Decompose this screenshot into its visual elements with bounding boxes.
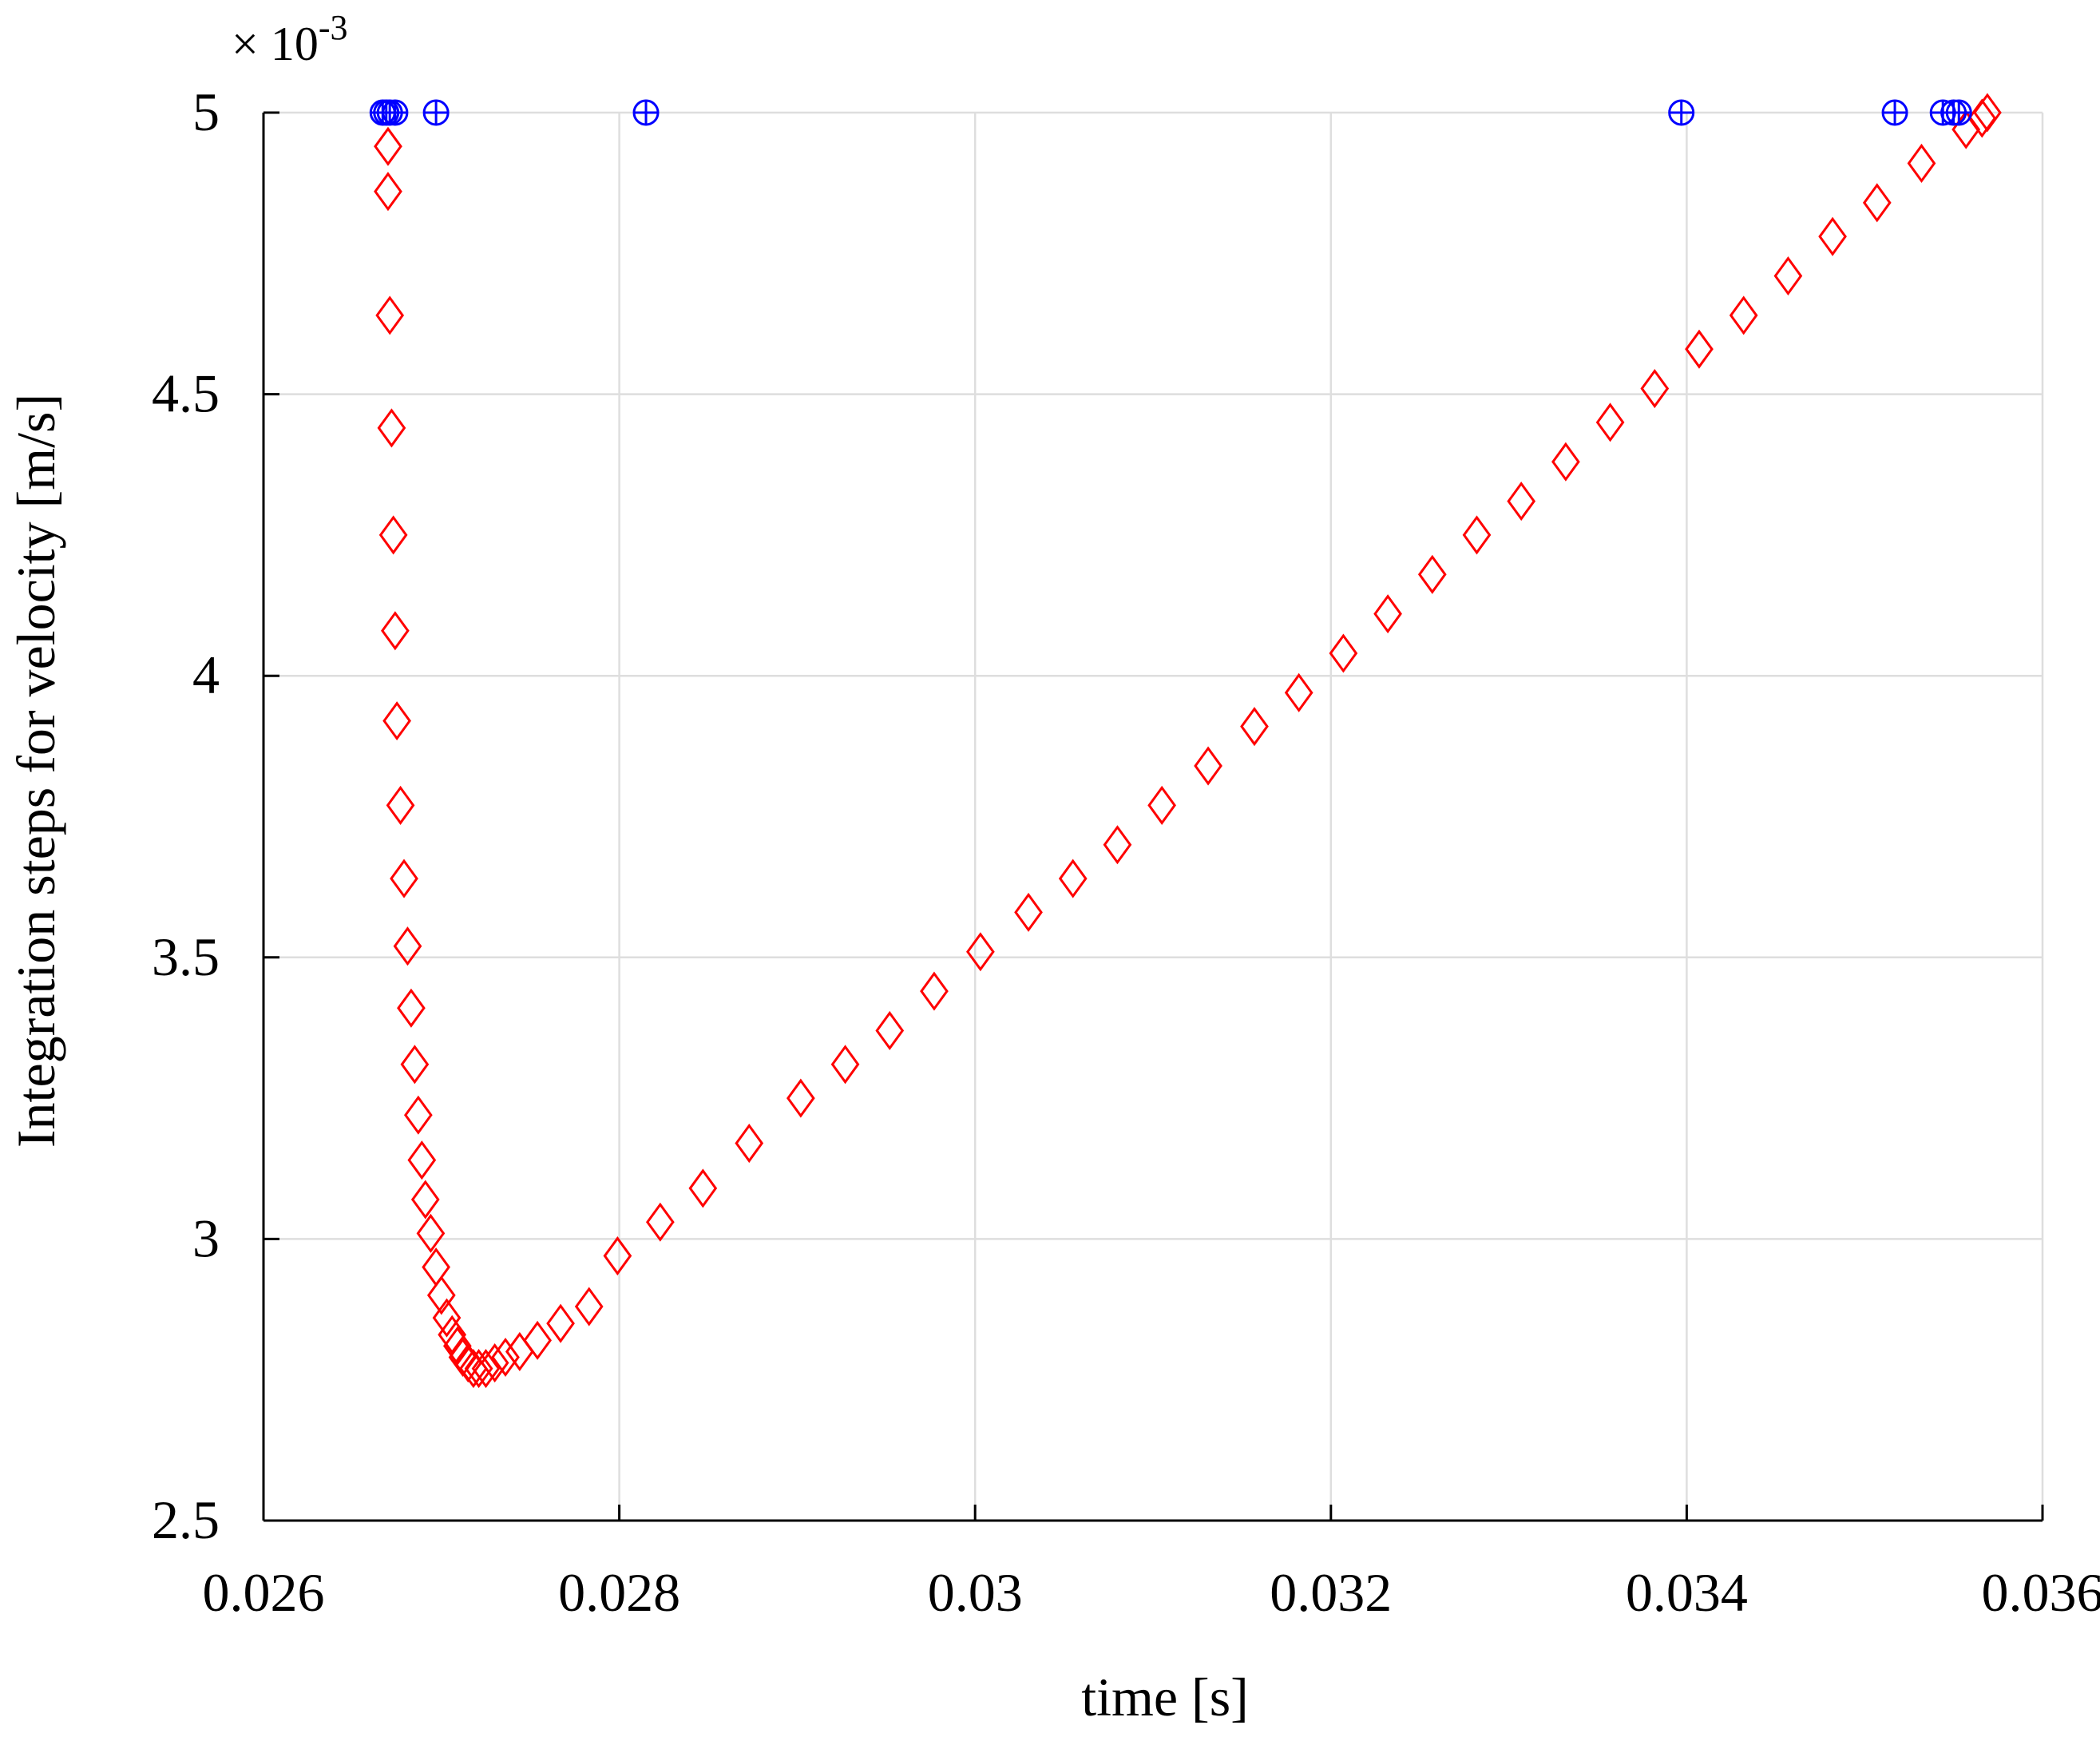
y-tick-label: 3.5 (152, 926, 220, 987)
data-point-diamond (1820, 219, 1845, 254)
data-point-diamond (1598, 405, 1623, 440)
data-point-diamond (1508, 484, 1534, 519)
data-point-diamond (1642, 371, 1667, 406)
data-point-diamond (1464, 518, 1489, 553)
x-tick-label: 0.032 (1270, 1562, 1392, 1623)
y-tick-label: 4.5 (152, 363, 220, 424)
data-point-diamond (381, 518, 406, 553)
y-tick-label: 5 (192, 81, 220, 142)
y-tick-label: 4 (192, 644, 220, 705)
data-point-diamond (375, 174, 401, 209)
data-point-diamond (1953, 112, 1979, 147)
data-point-diamond (418, 1216, 443, 1251)
y-axis-exponent: × 10-3 (232, 8, 348, 70)
data-point-circle-plus (424, 101, 448, 125)
data-point-diamond (525, 1323, 550, 1358)
x-tick-label: 0.036 (1982, 1562, 2100, 1623)
data-point-diamond (1553, 444, 1579, 479)
y-axis-title: Integration steps for velocity [m/s] (6, 394, 66, 1148)
data-point-diamond (402, 1047, 427, 1082)
data-point-diamond (1195, 748, 1221, 783)
data-point-diamond (788, 1081, 814, 1116)
y-axis-exponent-prefix: × 10 (232, 18, 319, 70)
data-point-diamond (604, 1239, 630, 1274)
data-point-circle-plus (1670, 101, 1694, 125)
data-point-diamond (406, 1097, 431, 1132)
data-point-diamond (833, 1047, 858, 1082)
data-point-diamond (1686, 331, 1712, 367)
data-point-diamond (377, 298, 402, 333)
data-point-diamond (1016, 894, 1041, 930)
data-point-diamond (1330, 636, 1356, 671)
data-point-circle-plus (383, 101, 407, 125)
data-point-diamond (1286, 675, 1312, 710)
x-tick-label: 0.034 (1626, 1562, 1748, 1623)
data-point-circle-plus (1883, 101, 1907, 125)
data-point-circle-plus (634, 101, 658, 125)
data-point-diamond (423, 1250, 449, 1285)
axes (263, 113, 2043, 1521)
data-point-diamond (877, 1013, 902, 1048)
data-point-diamond (1149, 787, 1175, 823)
data-point-diamond (921, 974, 947, 1009)
data-point-diamond (394, 929, 420, 964)
data-point-diamond (1242, 709, 1267, 744)
data-point-diamond (577, 1289, 602, 1324)
data-point-diamond (1375, 597, 1401, 632)
data-point-diamond (968, 934, 993, 970)
data-point-diamond (398, 990, 424, 1025)
data-point-diamond (1731, 298, 1757, 333)
data-point-diamond (1060, 861, 1086, 896)
y-axis-exponent-power: -3 (319, 8, 348, 47)
data-point-diamond (507, 1334, 533, 1369)
data-point-diamond (1864, 185, 1890, 220)
data-point-circle-plus (1947, 101, 1971, 125)
data-point-diamond (1908, 145, 1934, 180)
x-tick-label: 0.03 (928, 1562, 1023, 1623)
data-point-diamond (378, 410, 404, 446)
data-point-diamond (375, 129, 401, 164)
data-point-diamond (648, 1204, 673, 1239)
data-series (370, 95, 2000, 1386)
data-point-diamond (382, 613, 408, 648)
y-tick-label: 3 (192, 1208, 220, 1268)
data-point-diamond (413, 1182, 438, 1217)
data-point-diamond (1104, 827, 1130, 863)
x-tick-label: 0.026 (203, 1562, 325, 1623)
y-tick-label: 2.5 (152, 1489, 220, 1550)
data-point-diamond (391, 861, 417, 896)
data-point-diamond (690, 1171, 715, 1206)
data-point-diamond (384, 704, 410, 739)
data-point-diamond (388, 787, 414, 823)
x-tick-label: 0.028 (558, 1562, 680, 1623)
grid-lines (263, 113, 2043, 1521)
data-point-diamond (1420, 557, 1445, 592)
x-axis-title: time [s] (1081, 1667, 1249, 1727)
data-point-diamond (1775, 259, 1801, 294)
data-point-diamond (548, 1306, 573, 1341)
data-point-diamond (736, 1126, 762, 1161)
data-point-diamond (409, 1143, 434, 1178)
data-point-diamond (1969, 101, 1995, 136)
